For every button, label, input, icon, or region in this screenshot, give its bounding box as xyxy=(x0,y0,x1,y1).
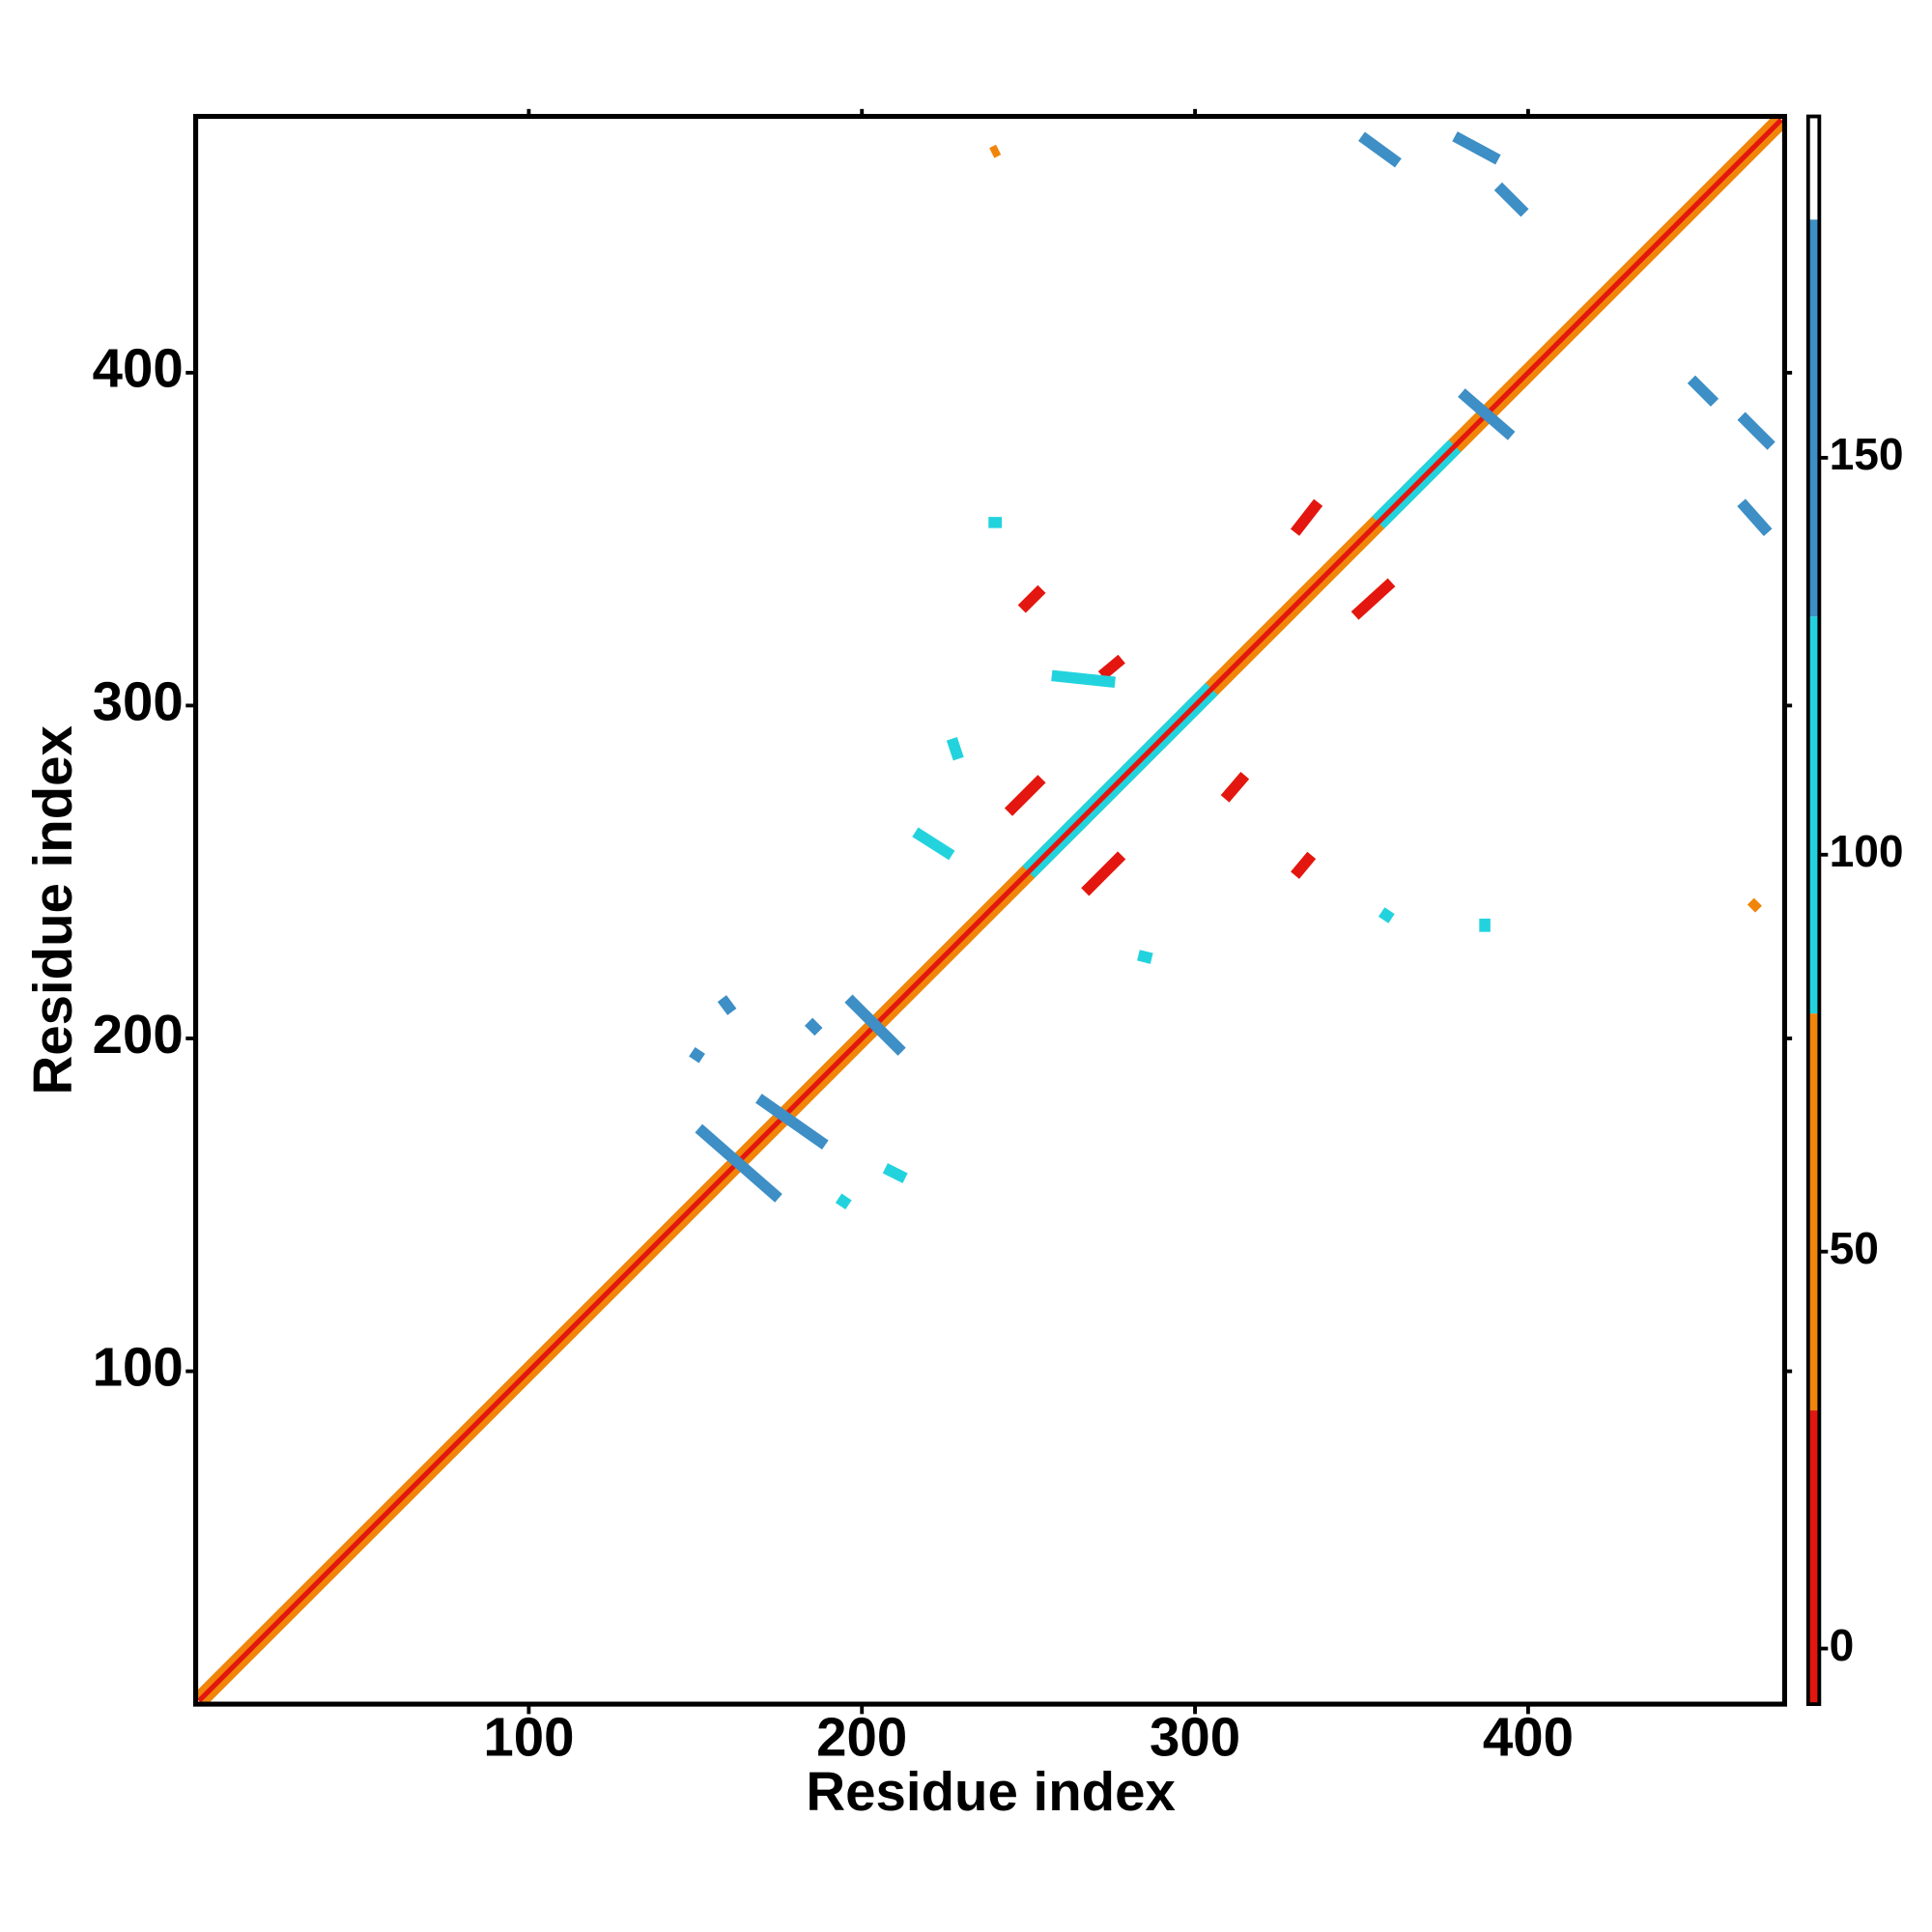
contact-segment xyxy=(844,994,906,1056)
contact-segment xyxy=(755,1094,829,1150)
contact-segment xyxy=(1137,950,1153,964)
colorbar-frame xyxy=(1805,114,1822,1707)
contact-segment xyxy=(1017,584,1046,613)
y-tick-label: 200 xyxy=(93,1004,184,1065)
contact-segment xyxy=(695,1123,782,1203)
y-tick-label: 100 xyxy=(93,1336,184,1397)
plot-frame xyxy=(193,113,1787,1707)
x-tick-label: 400 xyxy=(1483,1706,1574,1767)
contact-segment xyxy=(1452,131,1501,165)
colorbar-band xyxy=(1807,1013,1820,1411)
contact-segment xyxy=(1220,772,1250,803)
contact-segment xyxy=(1747,897,1762,913)
contact-segment xyxy=(1004,775,1046,816)
colorbar-tick-label: 100 xyxy=(1830,826,1904,876)
contact-segment xyxy=(1687,375,1719,407)
contact-segment xyxy=(912,827,955,861)
colorbar-tick-label: 50 xyxy=(1830,1223,1879,1273)
contact-segment xyxy=(1458,388,1516,440)
contact-segment xyxy=(989,144,1002,158)
diagonal-contacts xyxy=(197,118,1783,1703)
contact-segment xyxy=(804,1017,823,1037)
contact-segment xyxy=(1493,182,1529,217)
contact-segment xyxy=(946,737,964,761)
contact-segment xyxy=(1358,131,1402,168)
colorbar-tick-label: 150 xyxy=(1830,429,1904,479)
contact-segment xyxy=(1097,654,1125,680)
contact-segment xyxy=(1081,851,1126,896)
x-tick-label: 300 xyxy=(1150,1706,1240,1767)
colorbar-tick-label: 0 xyxy=(1830,1620,1855,1670)
contact-segment xyxy=(1350,578,1396,620)
y-tick-label: 400 xyxy=(93,338,184,399)
contact-segment xyxy=(882,1163,908,1183)
contact-segment xyxy=(689,1046,705,1064)
contact-segment xyxy=(717,995,737,1015)
colorbar-band xyxy=(1807,219,1820,617)
contact-segment xyxy=(835,1193,852,1210)
colorbar-band xyxy=(1807,1410,1820,1705)
contact-segment xyxy=(1051,669,1116,689)
contact-segment xyxy=(1291,851,1317,879)
contact-segment xyxy=(1290,498,1323,536)
contact-segment xyxy=(1378,907,1395,923)
colorbar-band xyxy=(1807,616,1820,1014)
contact-segment xyxy=(1737,412,1776,450)
y-tick-label: 300 xyxy=(93,670,184,731)
x-tick-label: 100 xyxy=(483,1706,574,1767)
y-axis-title: Residue index xyxy=(22,725,83,1094)
x-axis-title: Residue index xyxy=(806,1761,1175,1822)
contact-segment xyxy=(1737,498,1773,537)
x-tick-label: 200 xyxy=(816,1706,907,1767)
